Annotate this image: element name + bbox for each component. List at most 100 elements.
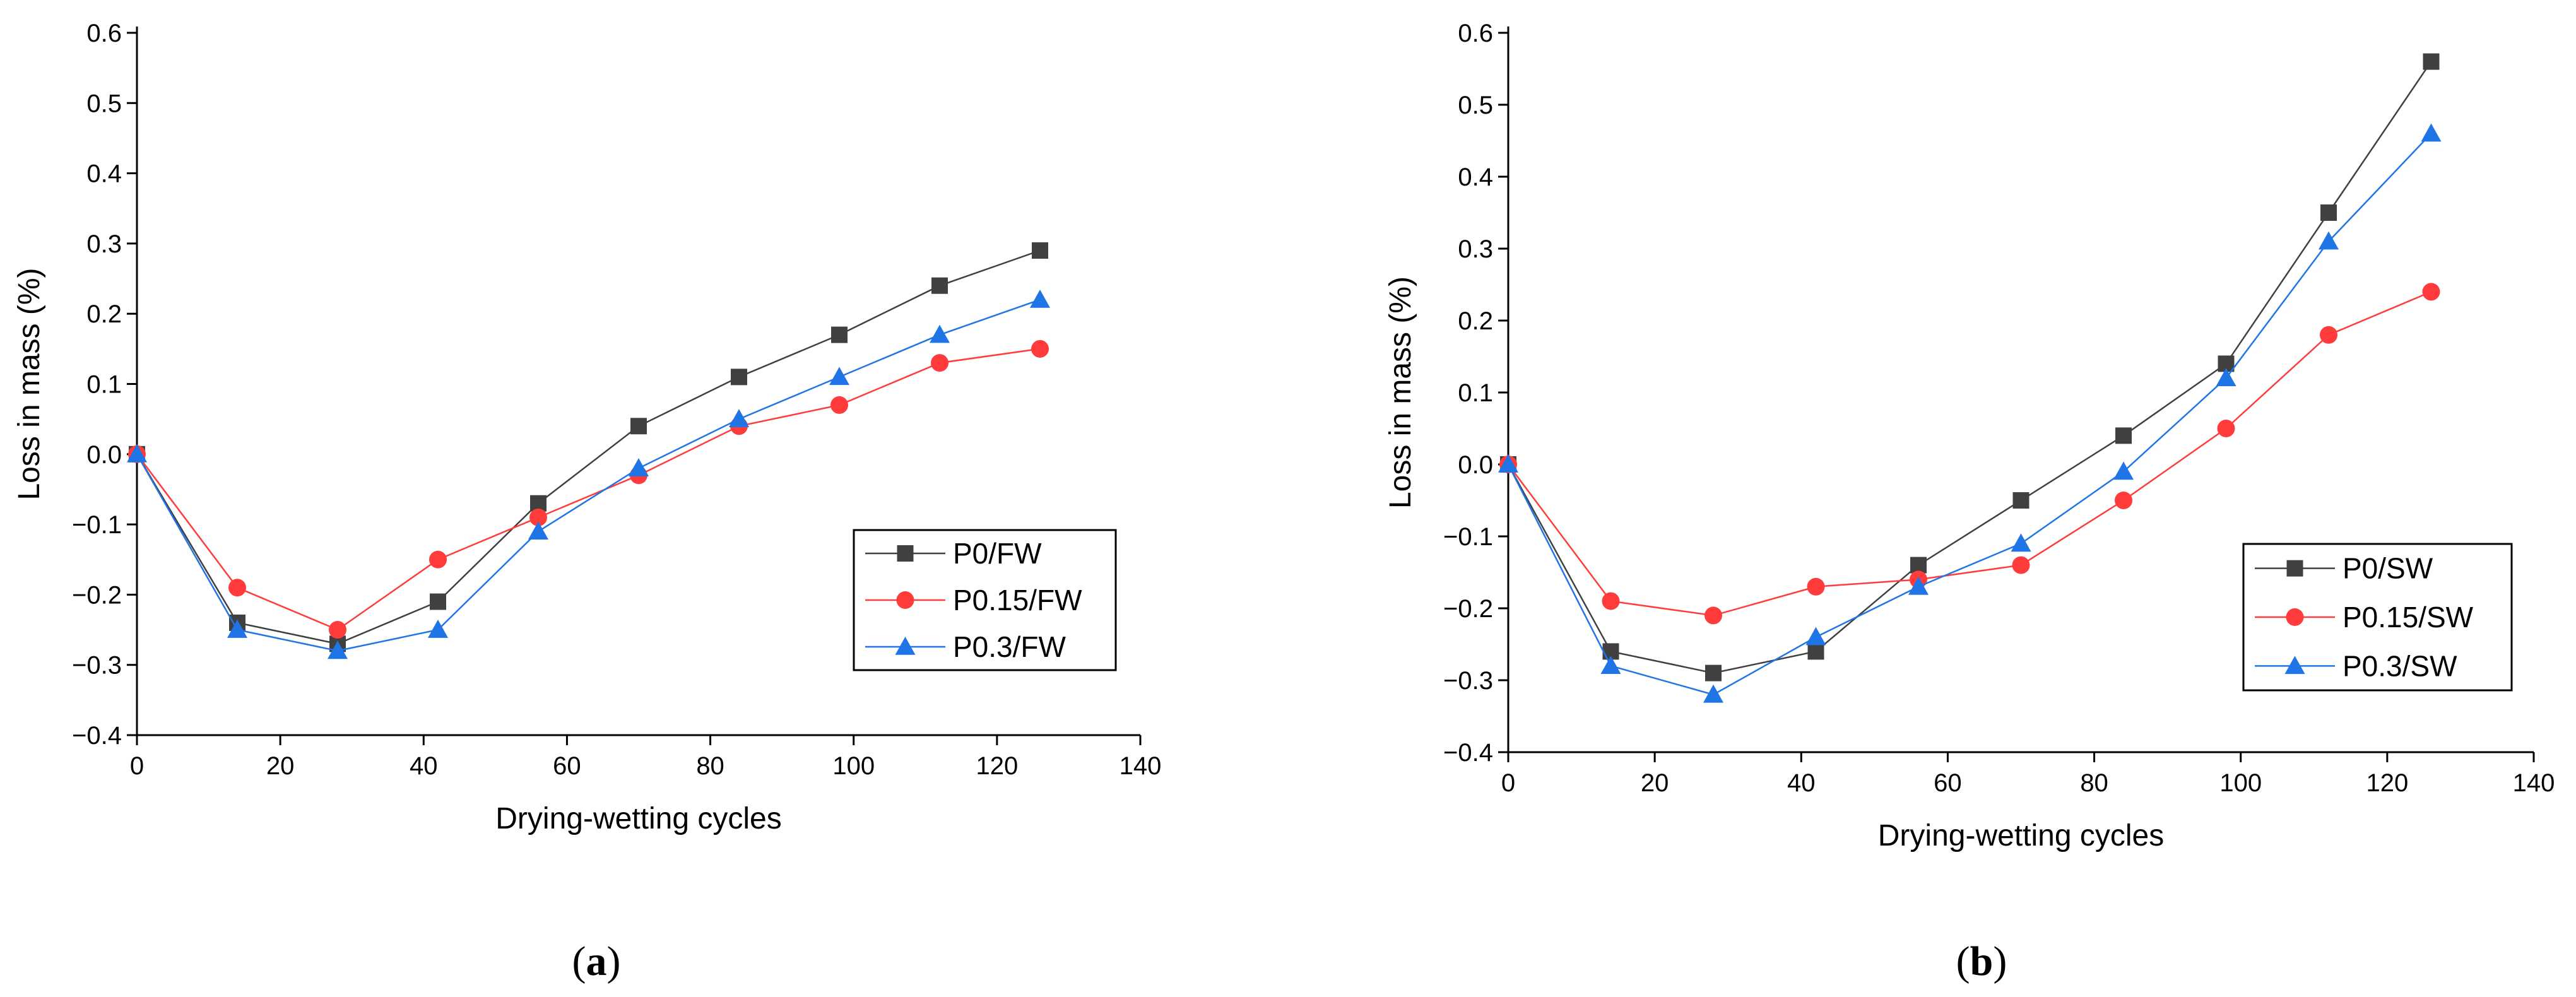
legend-label: P0.3/FW (953, 630, 1066, 663)
caption-close-paren: ) (607, 938, 621, 984)
data-point (1030, 289, 1050, 308)
legend-marker (2286, 560, 2303, 577)
y-axis-title: Loss in mass (%) (13, 268, 46, 500)
data-point (1910, 557, 1927, 574)
data-point (2319, 231, 2339, 250)
data-point (1602, 592, 1620, 610)
data-point (1807, 643, 1824, 660)
data-point (729, 409, 749, 427)
y-tick-label: −0.4 (72, 722, 122, 750)
caption-open-paren: ( (572, 938, 586, 984)
y-tick-label: 0.5 (86, 90, 122, 117)
legend-marker (897, 545, 914, 562)
legend-label: P0.15/FW (953, 584, 1082, 616)
y-tick-label: 0.4 (86, 160, 122, 188)
data-point (931, 277, 948, 294)
x-tick-label: 120 (976, 752, 1018, 780)
x-axis-title: Drying-wetting cycles (495, 802, 781, 835)
legend-marker (895, 637, 916, 655)
x-tick-label: 120 (2366, 769, 2408, 797)
data-point (2011, 533, 2031, 552)
data-point (2113, 461, 2134, 480)
data-point (430, 593, 446, 610)
data-point (1703, 684, 1723, 703)
caption-letter: a (586, 938, 607, 984)
series-line (136, 348, 1041, 631)
data-point (2216, 368, 2236, 386)
data-point (528, 521, 548, 540)
data-point (1705, 606, 1722, 625)
y-tick-label: 0.1 (86, 371, 122, 399)
series-p0-sw (1500, 53, 2440, 681)
y-tick-label: −0.4 (1443, 739, 1493, 767)
legend-label: P0.15/SW (2343, 601, 2474, 634)
data-point (2115, 492, 2132, 509)
y-tick-label: −0.3 (1443, 667, 1493, 695)
x-tick-label: 80 (696, 752, 724, 780)
data-point (931, 354, 948, 372)
data-point (2320, 326, 2337, 344)
series-line (136, 249, 1041, 645)
y-tick-label: 0.2 (86, 300, 122, 328)
y-tick-label: −0.1 (72, 511, 122, 539)
y-tick-label: 0.3 (1458, 235, 1493, 263)
data-point (1807, 577, 1825, 596)
data-point (429, 550, 447, 569)
x-axis-title: Drying-wetting cycles (1878, 819, 2164, 852)
y-tick-label: 0.2 (1458, 307, 1493, 335)
data-point (228, 579, 246, 597)
legend: P0/FW P0.15/FW P0.3/FW (853, 529, 1117, 671)
x-tick-label: 40 (1787, 769, 1816, 797)
y-axis-title: Loss in mass (%) (1384, 276, 1417, 509)
series-line (136, 298, 1041, 652)
x-tick-label: 0 (130, 752, 144, 780)
legend-marker (2286, 608, 2304, 626)
data-point (1031, 339, 1049, 358)
series-line (1507, 133, 2432, 696)
series-line (1508, 291, 2431, 616)
panel-caption: (a) (572, 938, 621, 984)
data-point (629, 458, 649, 476)
y-tick-label: 0.6 (1458, 20, 1493, 47)
data-point (930, 324, 950, 343)
data-point (329, 621, 346, 639)
chart-panel-a: 0 20 40 60 80 100 120 140 −0.4 −0.3 −0.2 −0.1 0.0 0.1… (13, 20, 1161, 984)
y-tick-label: −0.2 (72, 581, 122, 609)
data-point (2012, 556, 2030, 574)
x-tick-label: 60 (1934, 769, 1962, 797)
data-point (830, 396, 848, 414)
data-point (1908, 576, 1929, 595)
y-tick-label: 0.4 (1458, 163, 1493, 191)
data-point (2423, 53, 2440, 70)
legend-label: P0/SW (2343, 552, 2433, 585)
data-point (2217, 420, 2235, 437)
y-tick-label: 0.1 (1458, 379, 1493, 407)
data-point (831, 326, 848, 343)
data-point (1600, 656, 1621, 674)
data-point (127, 444, 147, 463)
y-tick-label: −0.2 (1443, 595, 1493, 623)
series-p0-3-fw (127, 289, 1050, 659)
legend-marker (2284, 656, 2305, 675)
data-point (2012, 492, 2029, 509)
caption-close-paren: ) (1993, 938, 2007, 984)
x-tick-label: 60 (553, 752, 581, 780)
data-point (1705, 664, 1722, 681)
data-point (2115, 427, 2132, 444)
chart-panel-b: 0 20 40 60 80 100 120 140 −0.4 −0.3 −0.2 −0.1 0.0 0.1… (1384, 20, 2555, 984)
y-tick-label: −0.1 (1443, 523, 1493, 551)
data-point (630, 418, 647, 435)
series-p0-3-sw (1498, 123, 2442, 703)
data-point (328, 640, 348, 659)
caption-letter: b (1970, 938, 1994, 984)
caption-open-paren: ( (1956, 938, 1970, 984)
x-tick-label: 40 (410, 752, 438, 780)
legend-label: P0.3/SW (2343, 649, 2457, 682)
x-tick-label: 0 (1501, 769, 1515, 797)
y-tick-label: 0.6 (86, 20, 122, 47)
x-tick-label: 100 (2219, 769, 2262, 797)
data-point (2422, 283, 2440, 301)
y-tick-label: −0.3 (72, 652, 122, 680)
y-tick-label: 0.0 (86, 441, 122, 469)
